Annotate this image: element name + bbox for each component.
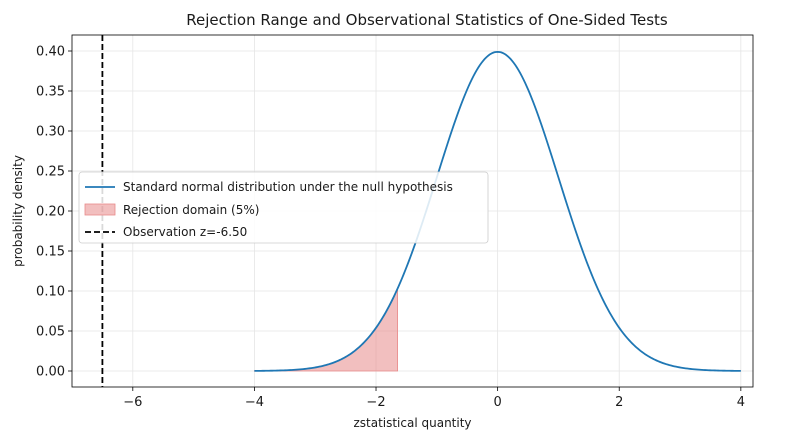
y-tick-layer: 0.00 0.05 0.10 0.15 0.20 0.25 0.30 0.35 0.40: [36, 45, 72, 380]
y-tick-label: 0.40: [36, 45, 65, 60]
y-tick-label: 0.05: [36, 325, 65, 340]
legend-rejection-label: Rejection domain (5%): [123, 203, 259, 217]
chart-title: Rejection Range and Observational Statis…: [186, 11, 668, 29]
x-tick-layer: −6 −4 −2 0 2 4: [123, 387, 745, 410]
x-tick-label: 2: [615, 395, 623, 410]
curve-layer: [254, 50, 741, 372]
legend: Standard normal distribution under the n…: [78, 171, 489, 244]
x-tick-label: −6: [123, 395, 142, 410]
legend-rejection-swatch: [84, 203, 116, 216]
x-tick-label: 0: [493, 395, 501, 410]
legend-observation-label: Observation z=-6.50: [123, 225, 247, 239]
legend-curve-label: Standard normal distribution under the n…: [123, 180, 453, 194]
y-tick-label: 0.30: [36, 125, 65, 140]
y-axis-label: probability density: [11, 155, 25, 267]
x-tick-label: −4: [245, 395, 264, 410]
y-tick-label: 0.35: [36, 85, 65, 100]
y-tick-label: 0.10: [36, 285, 65, 300]
x-tick-label: −2: [366, 395, 385, 410]
legend-box: [78, 171, 489, 244]
density-curve-line: [254, 50, 741, 372]
y-tick-label: 0.00: [36, 365, 65, 380]
y-tick-label: 0.15: [36, 245, 65, 260]
x-axis-label: zstatistical quantity: [353, 416, 471, 430]
x-tick-label: 4: [737, 395, 745, 410]
y-tick-label: 0.25: [36, 165, 65, 180]
y-tick-label: 0.20: [36, 205, 65, 220]
